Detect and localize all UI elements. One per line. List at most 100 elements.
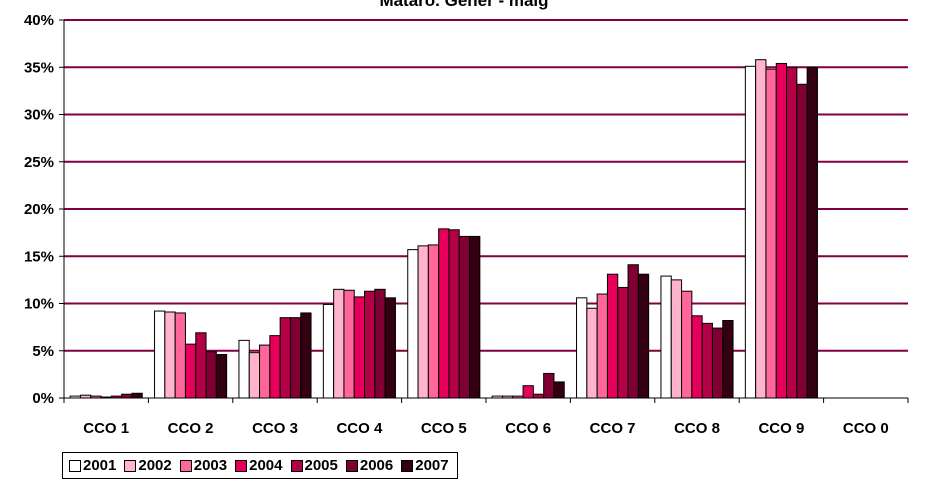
bar-2006-cco5 xyxy=(458,235,471,399)
legend-item-2001: 2001 xyxy=(69,457,116,474)
bar-2007-cco1 xyxy=(131,392,143,399)
bar-2004-cco9 xyxy=(775,62,788,399)
legend-swatch xyxy=(290,459,303,472)
bar-2001-cco3 xyxy=(238,339,250,399)
bar-2004-cco6 xyxy=(522,385,534,399)
bar-2001-cco4 xyxy=(322,303,335,399)
x-tick-label: CCO 6 xyxy=(505,420,551,437)
bar-2007-cco6 xyxy=(553,381,565,399)
bar-2004-cco3 xyxy=(269,335,281,399)
bar-2007-cco2 xyxy=(215,354,228,399)
y-tick-label: 40% xyxy=(24,12,54,29)
legend-swatch xyxy=(345,459,358,472)
bar-2007-cco7 xyxy=(637,273,650,399)
legend-swatch xyxy=(179,459,192,472)
bars xyxy=(69,59,818,399)
y-tick-label: 5% xyxy=(32,343,54,360)
bar-2002-cco8 xyxy=(670,279,683,399)
bar-2006-cco4 xyxy=(374,288,386,399)
axes xyxy=(59,19,909,403)
y-tick-label: 0% xyxy=(32,390,54,407)
legend-label: 2007 xyxy=(415,457,449,474)
bar-2006-cco6 xyxy=(543,372,555,399)
legend-label: 2006 xyxy=(359,457,394,474)
bar-2001-cco2 xyxy=(154,310,166,399)
bar-2005-cco7 xyxy=(617,286,629,399)
bar-2003-cco8 xyxy=(681,290,693,399)
bar-2005-cco6 xyxy=(532,393,545,399)
bar-2007-cco3 xyxy=(300,312,312,399)
bar-2001-cco8 xyxy=(660,275,672,399)
bar-2005-cco3 xyxy=(279,317,291,399)
bar-2003-cco3 xyxy=(259,344,271,399)
bar-2004-cco8 xyxy=(691,315,703,399)
bar-2003-cco9 xyxy=(765,68,777,399)
x-tick-label: CCO 1 xyxy=(83,420,129,437)
bar-2005-cco5 xyxy=(448,229,460,399)
bar-2002-cco7 xyxy=(586,307,598,399)
x-tick-label: CCO 9 xyxy=(758,420,804,437)
legend-item-2002: 2002 xyxy=(124,457,172,474)
legend-item-2003: 2003 xyxy=(179,457,228,474)
x-tick-label: CCO 4 xyxy=(336,420,383,437)
x-tick-label: CCO 2 xyxy=(168,420,214,437)
bar-2003-cco7 xyxy=(596,293,608,399)
y-tick-label: 35% xyxy=(24,59,54,76)
bar-2007-cco4 xyxy=(384,297,396,399)
bar-2006-cco2 xyxy=(205,351,217,399)
x-tick-label: CCO 7 xyxy=(590,420,636,437)
legend-item-2004: 2004 xyxy=(235,457,283,474)
legend-label: 2003 xyxy=(193,457,228,474)
x-tick-label: CCO 3 xyxy=(252,420,298,437)
y-tick-label: 15% xyxy=(24,248,54,265)
bar-2007-cco5 xyxy=(469,235,481,399)
bar-2001-cco9 xyxy=(744,65,757,399)
tick-labels: 0% 5% 10% 15% 20% 25% 30% 35% 40% CCO 1 CCO 2 CCO 3… xyxy=(24,12,889,437)
legend: 2001 2002 2003 2004 2005 2006 2007 xyxy=(62,452,458,479)
x-tick-label: CCO 5 xyxy=(421,420,467,437)
legend-item-2005: 2005 xyxy=(290,457,338,474)
gridlines xyxy=(64,19,908,352)
bar-2006-cco7 xyxy=(627,264,639,399)
y-tick-label: 20% xyxy=(24,201,54,218)
legend-swatch xyxy=(401,459,414,472)
bar-2005-cco4 xyxy=(364,290,376,399)
bar-2002-cco9 xyxy=(755,59,767,399)
bar-2002-cco5 xyxy=(417,245,429,399)
legend-swatch xyxy=(69,459,81,472)
bar-2002-cco3 xyxy=(248,352,261,399)
bar-2002-cco4 xyxy=(333,288,345,399)
bar-2003-cco2 xyxy=(174,312,186,399)
bar-2001-cco5 xyxy=(407,249,419,399)
bar-2007-cco9 xyxy=(806,66,818,399)
bar-2001-cco7 xyxy=(576,297,588,399)
bar-2002-cco2 xyxy=(164,311,176,399)
legend-swatch xyxy=(235,459,248,472)
bar-2004-cco2 xyxy=(184,343,197,399)
bar-2007-cco8 xyxy=(722,320,734,399)
y-tick-label: 30% xyxy=(24,107,54,124)
bar-2004-cco7 xyxy=(606,273,619,399)
bar-2006-cco3 xyxy=(289,317,302,399)
bar-2003-cco5 xyxy=(427,244,440,399)
bar-2005-cco9 xyxy=(786,66,798,399)
bar-2004-cco5 xyxy=(438,228,450,399)
bar-2004-cco4 xyxy=(353,296,366,399)
bar-2006-cco1 xyxy=(121,393,133,399)
legend-label: 2004 xyxy=(249,457,283,474)
y-tick-label: 10% xyxy=(24,296,54,313)
bar-2006-cco9 xyxy=(796,83,808,399)
legend-label: 2005 xyxy=(304,457,338,474)
legend-item-2007: 2007 xyxy=(401,457,449,474)
x-tick-label: CCO 8 xyxy=(674,420,720,437)
bar-2005-cco8 xyxy=(701,322,713,399)
chart-title: Mataró. Gener - maig xyxy=(379,0,548,10)
legend-swatch xyxy=(124,459,137,472)
bar-2006-cco8 xyxy=(711,327,724,399)
legend-label: 2002 xyxy=(138,457,172,474)
bar-2005-cco2 xyxy=(195,332,207,399)
legend-label: 2001 xyxy=(83,457,117,474)
y-tick-label: 25% xyxy=(24,154,54,171)
legend-item-2006: 2006 xyxy=(345,457,394,474)
